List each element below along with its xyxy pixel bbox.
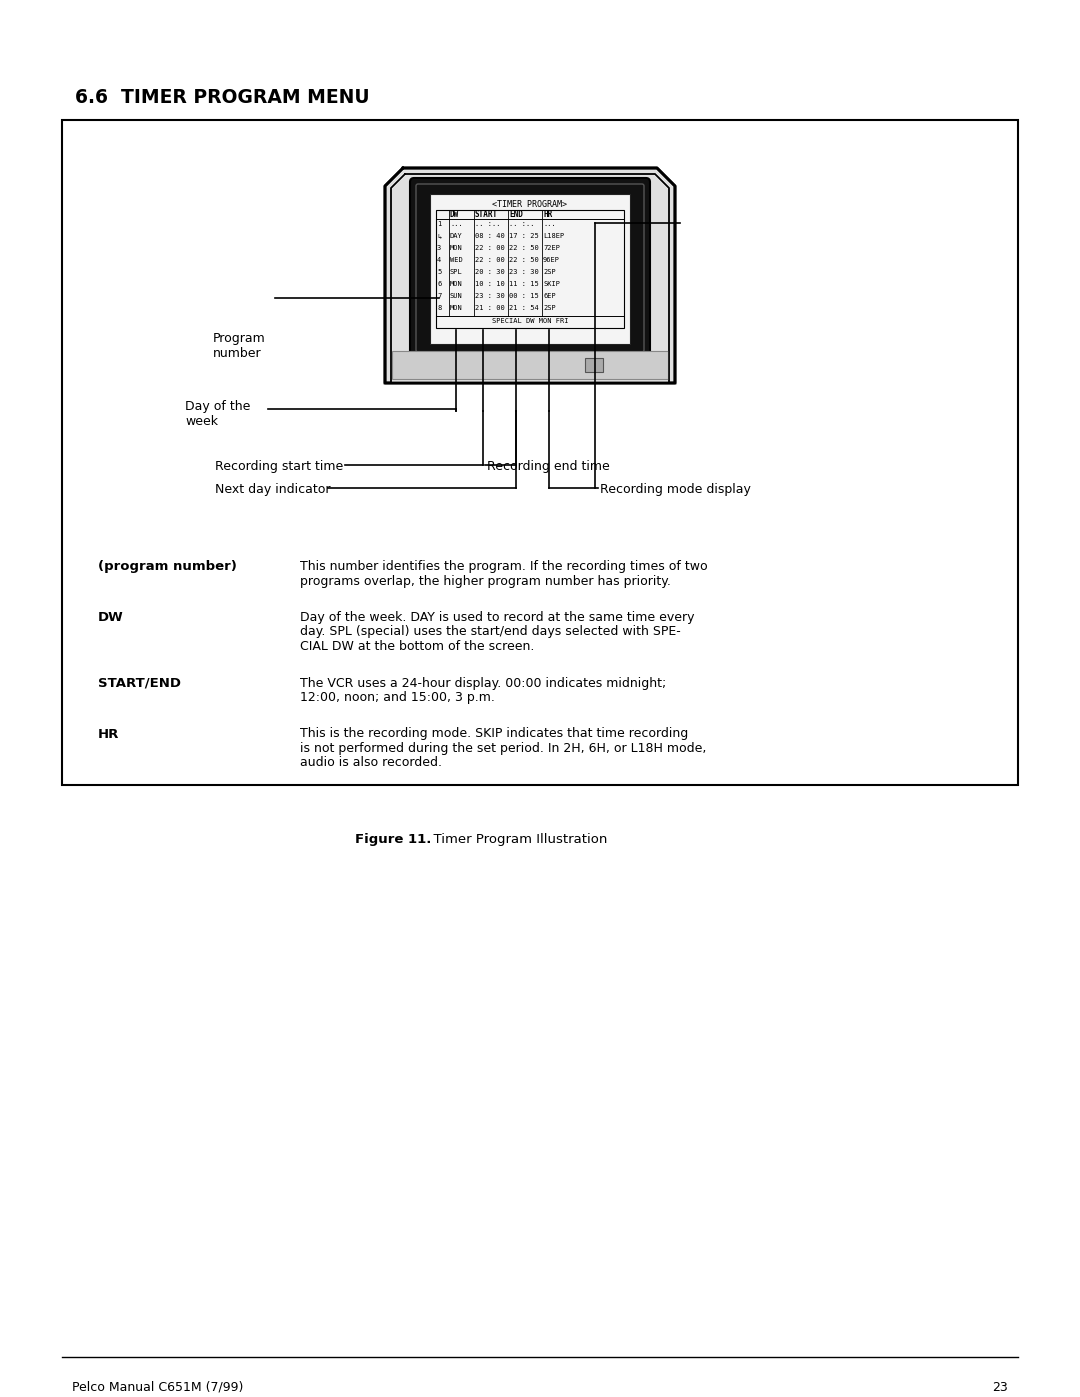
Text: 11 : 15: 11 : 15 [509,281,539,286]
Text: audio is also recorded.: audio is also recorded. [300,757,442,770]
Text: programs overlap, the higher program number has priority.: programs overlap, the higher program num… [300,574,671,588]
Text: SPECIAL DW MON FRI: SPECIAL DW MON FRI [491,319,568,324]
Text: 7: 7 [437,293,442,299]
Text: 10 : 10: 10 : 10 [475,281,504,286]
Text: This is the recording mode. SKIP indicates that time recording: This is the recording mode. SKIP indicat… [300,728,688,740]
Text: 6: 6 [437,281,442,286]
Text: Recording start time: Recording start time [215,460,343,474]
Text: Pelco Manual C651M (7/99): Pelco Manual C651M (7/99) [72,1382,243,1394]
Text: L18EP: L18EP [543,233,564,239]
Text: START: START [475,210,498,219]
Text: (program number): (program number) [98,560,237,573]
Polygon shape [391,175,669,383]
Text: .. :..: .. :.. [475,221,500,226]
Text: day. SPL (special) uses the start/end days selected with SPE-: day. SPL (special) uses the start/end da… [300,626,680,638]
Text: .. :..: .. :.. [509,221,535,226]
Text: 5: 5 [437,270,442,275]
Text: END: END [509,210,523,219]
Text: HR: HR [98,728,120,740]
Text: WED: WED [450,257,462,263]
Text: Day of the week. DAY is used to record at the same time every: Day of the week. DAY is used to record a… [300,610,694,624]
Text: is not performed during the set period. In 2H, 6H, or L18H mode,: is not performed during the set period. … [300,742,706,754]
Text: 22 : 50: 22 : 50 [509,244,539,251]
Bar [430,194,630,344]
Text: SKIP: SKIP [543,281,561,286]
Text: SUN: SUN [450,293,462,299]
Text: This number identifies the program. If the recording times of two: This number identifies the program. If t… [300,560,707,573]
Text: 23: 23 [993,1382,1008,1394]
Text: START/END: START/END [98,676,181,690]
Text: 22 : 00: 22 : 00 [475,257,504,263]
Text: MON: MON [450,305,462,312]
FancyBboxPatch shape [410,177,650,358]
Text: ...: ... [543,221,556,226]
Text: 20 : 30: 20 : 30 [475,270,504,275]
Bar [392,351,669,379]
Text: Day of the
week: Day of the week [185,400,251,427]
Text: 96EP: 96EP [543,257,561,263]
FancyBboxPatch shape [416,184,644,352]
Text: ↳: ↳ [437,233,442,239]
Text: 12:00, noon; and 15:00, 3 p.m.: 12:00, noon; and 15:00, 3 p.m. [300,692,495,704]
Text: 17 : 25: 17 : 25 [509,233,539,239]
Text: <TIMER PROGRAM>: <TIMER PROGRAM> [492,200,567,210]
Text: 72EP: 72EP [543,244,561,251]
Polygon shape [384,168,675,383]
Text: CIAL DW at the bottom of the screen.: CIAL DW at the bottom of the screen. [300,640,535,652]
Text: MON: MON [450,244,462,251]
Text: 23 : 30: 23 : 30 [509,270,539,275]
Text: 21 : 00: 21 : 00 [475,305,504,312]
Text: 22 : 00: 22 : 00 [475,244,504,251]
Text: DW: DW [450,210,459,219]
Text: 00 : 15: 00 : 15 [509,293,539,299]
Text: Figure 11.: Figure 11. [355,833,431,847]
Text: Next day indicator: Next day indicator [215,483,330,496]
Text: 2SP: 2SP [543,270,556,275]
Text: 6EP: 6EP [543,293,556,299]
Text: 8: 8 [437,305,442,312]
Text: SPL: SPL [450,270,462,275]
Text: Recording mode display: Recording mode display [600,483,751,496]
Text: Program
number: Program number [213,332,266,360]
Bar [585,358,603,372]
Text: ...: ... [450,221,462,226]
Text: 22 : 50: 22 : 50 [509,257,539,263]
Bar [436,210,624,328]
Text: The VCR uses a 24-hour display. 00:00 indicates midnight;: The VCR uses a 24-hour display. 00:00 in… [300,676,666,690]
Text: MON: MON [450,281,462,286]
Text: HR: HR [543,210,552,219]
Text: 4: 4 [437,257,442,263]
Text: Recording end time: Recording end time [487,460,610,474]
Text: DAY: DAY [450,233,462,239]
Text: 21 : 54: 21 : 54 [509,305,539,312]
Text: DW: DW [98,610,124,624]
Text: 23 : 30: 23 : 30 [475,293,504,299]
Bar [62,120,1018,785]
Text: Timer Program Illustration: Timer Program Illustration [426,833,607,847]
Text: 1: 1 [437,221,442,226]
Text: 6.6  TIMER PROGRAM MENU: 6.6 TIMER PROGRAM MENU [75,88,369,108]
Text: 08 : 40: 08 : 40 [475,233,504,239]
Text: 2SP: 2SP [543,305,556,312]
Text: 3: 3 [437,244,442,251]
